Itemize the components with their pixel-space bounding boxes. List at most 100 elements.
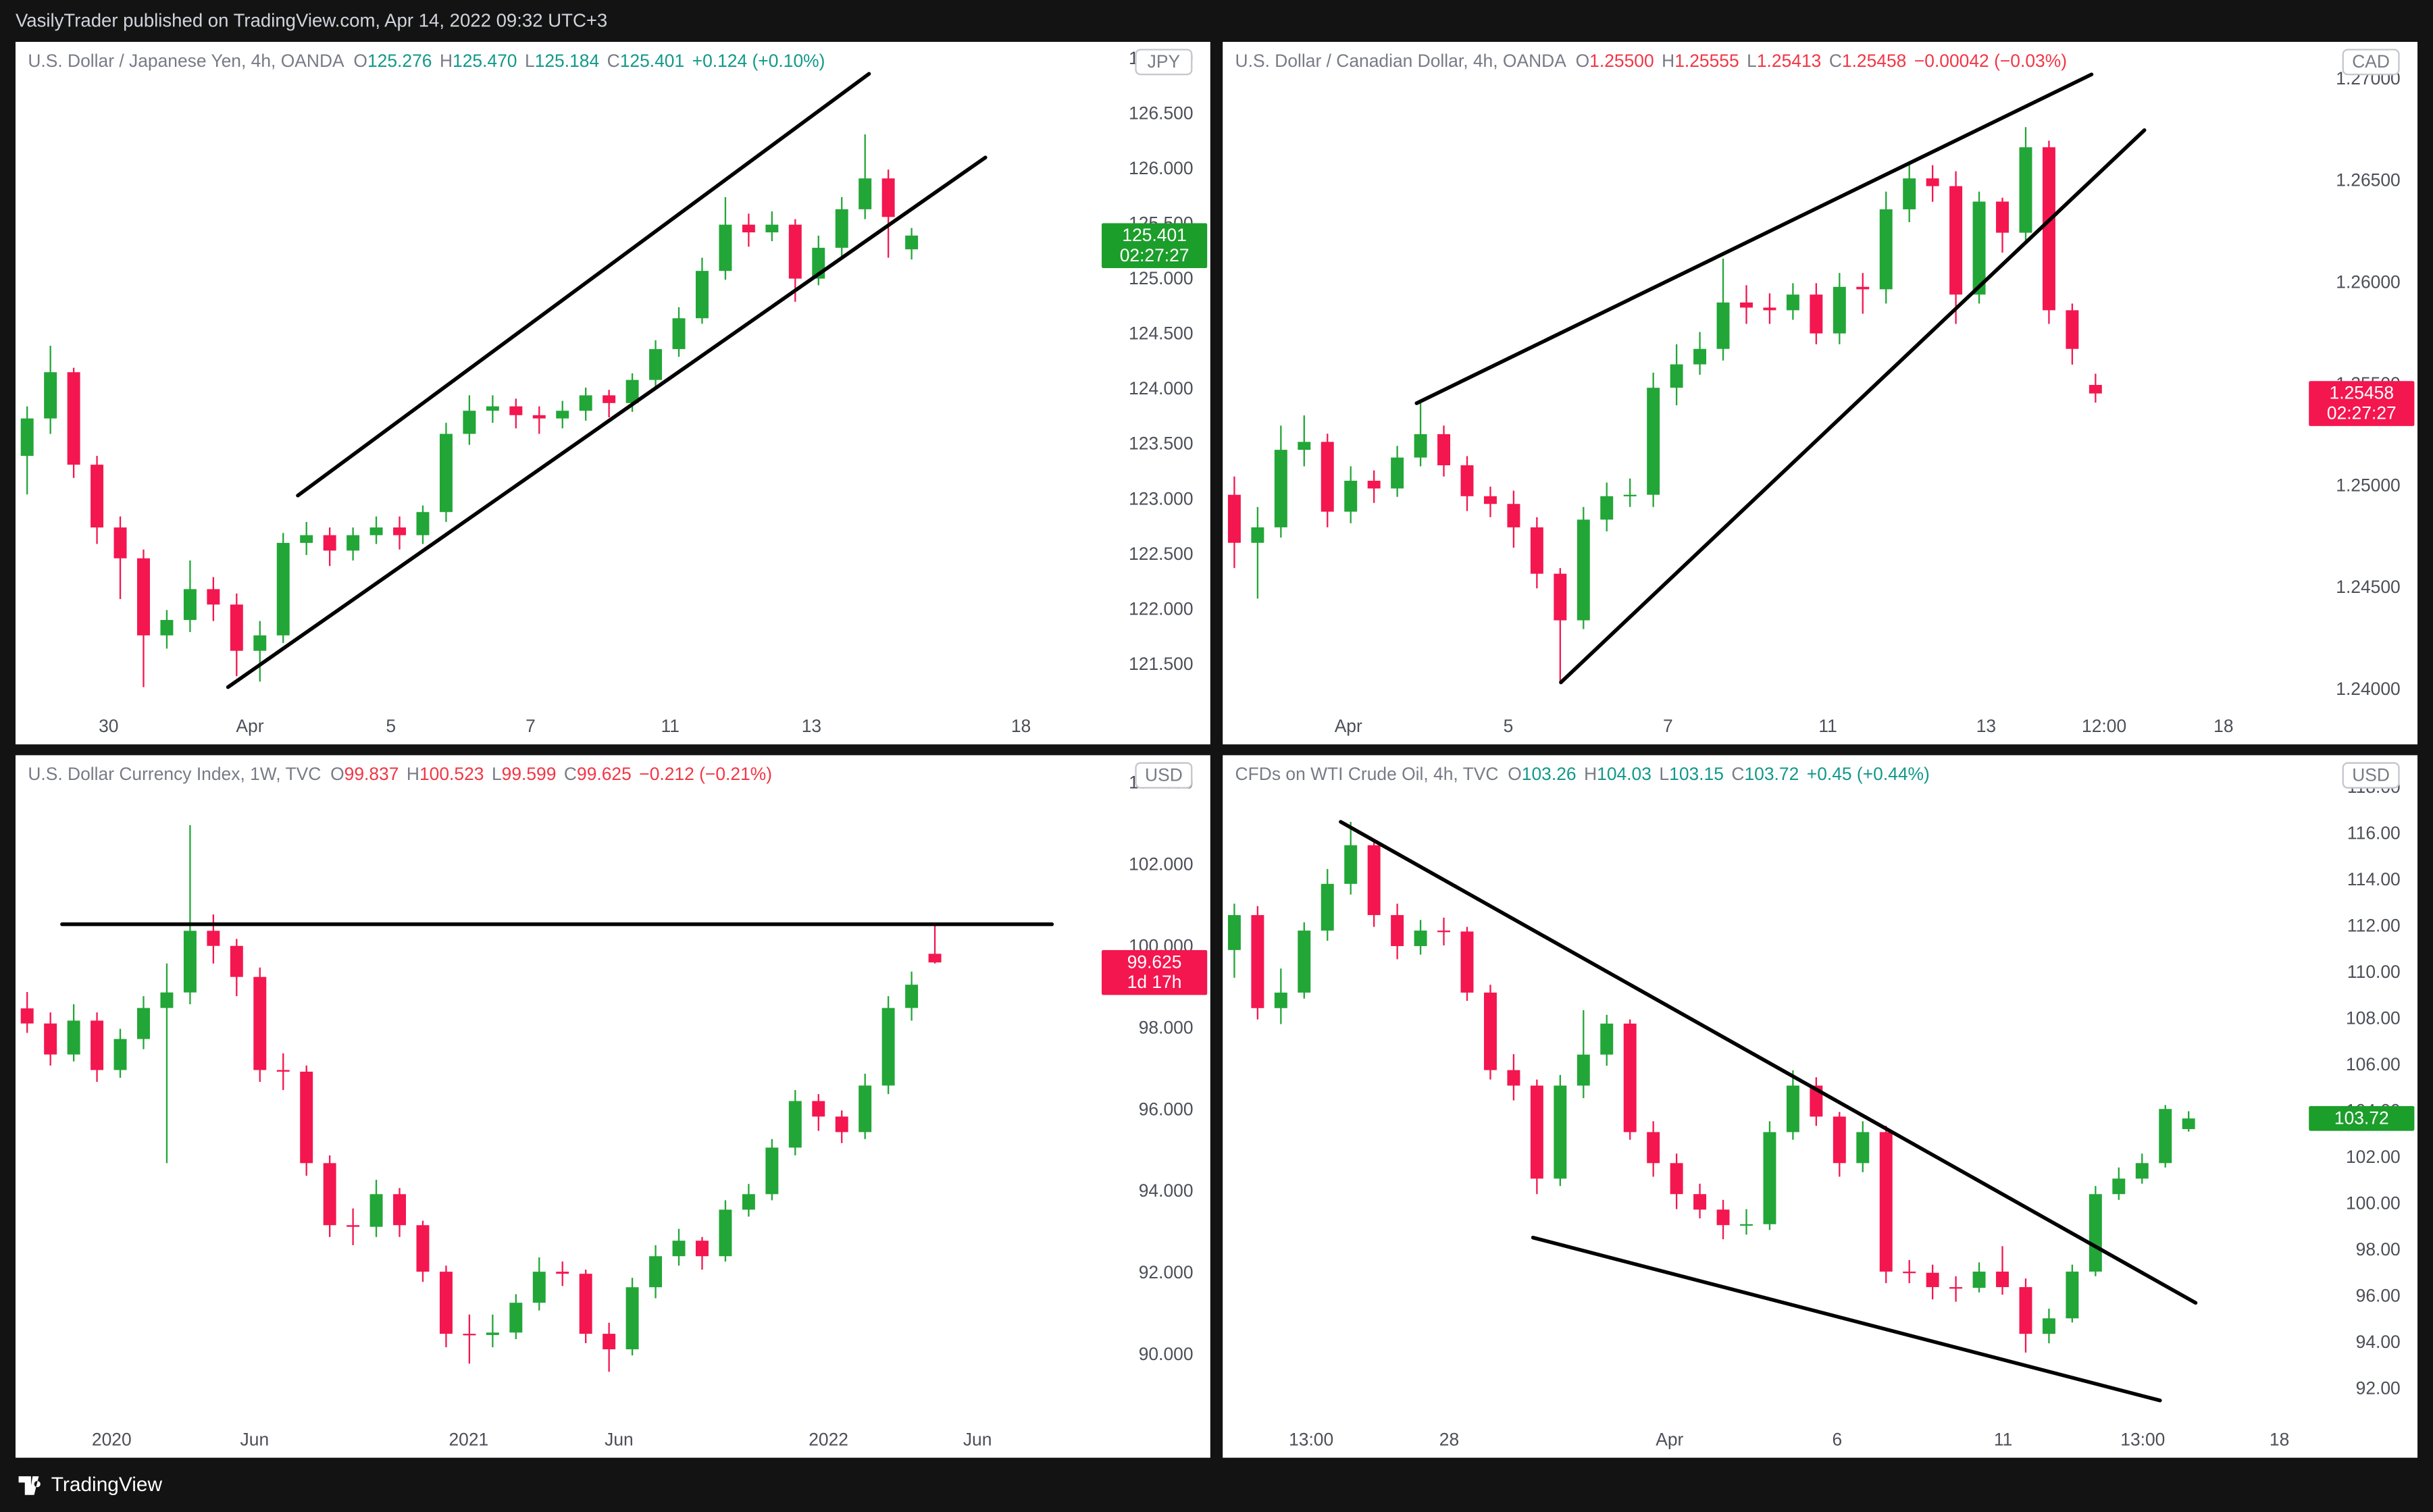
candle-body [835,1116,848,1132]
candle-body [1274,992,1287,1008]
candle-body [742,224,755,233]
panel-background [1223,42,2418,745]
candle-body [2089,1194,2102,1272]
legend-value: 125.470 [453,51,517,71]
candle-body [1227,915,1241,950]
legend-title: U.S. Dollar / Canadian Dollar, 4h, OANDA [1235,51,1567,71]
candle-body [323,1163,336,1226]
candle-body [532,415,546,419]
candle-body [603,395,616,403]
candle-body [300,535,313,543]
candle-body [463,1334,476,1336]
x-tick-label: 12:00 [2082,716,2126,736]
currency-label: CAD [2352,51,2390,72]
candle-body [1298,931,1311,993]
plot-area [20,825,1054,1372]
candle-body [463,411,476,434]
candle-body [881,1008,895,1086]
y-tick-label: 112.00 [2347,916,2401,936]
candle-body [1972,1272,1986,1288]
candle-body [835,209,848,248]
candle-body [1670,364,1683,388]
candle-body [1227,494,1241,543]
candle-body [509,1303,523,1333]
plot-area [1227,820,2198,1403]
candle-body [323,535,336,551]
candle-body [1251,915,1264,1008]
candle-body [183,589,197,621]
candle-body [1926,178,1939,186]
candle-body [347,535,360,551]
candle-body [1483,992,1497,1070]
legend-value: 103.72 [1744,764,1799,784]
candle-body [207,589,220,605]
candle-body [1321,442,1334,512]
candle-body [509,406,523,415]
x-tick-label: 18 [2213,716,2233,736]
legend-key: L [1747,51,1757,71]
countdown-label: 02:27:27 [1120,245,1189,265]
x-tick-label: Jun [240,1429,270,1449]
y-tick-label: 1.25000 [2336,475,2400,496]
candle-body [1810,1085,1823,1117]
y-tick-label: 90.000 [1139,1344,1194,1364]
candle-body [183,931,197,993]
y-tick-label: 96.000 [1139,1099,1194,1119]
y-tick-label: 125.000 [1129,268,1193,288]
y-tick-label: 124.500 [1129,323,1193,344]
y-tick-label: 94.00 [2356,1332,2401,1352]
candle-body [1693,1194,1707,1210]
candle-body [1344,480,1358,512]
candle-body [1391,915,1404,946]
candle-body [160,620,174,635]
candle-body [696,1241,709,1257]
legend-title: U.S. Dollar / Japanese Yen, 4h, OANDA [28,51,344,71]
x-tick-label: Jun [963,1429,992,1449]
y-tick-label: 100.00 [2346,1193,2401,1214]
candle-body [1344,845,1358,884]
candle-body [44,372,57,419]
y-tick-label: 102.00 [2346,1147,2401,1167]
legend-key: O [353,51,367,71]
last-price-tag [2309,1105,2415,1131]
x-tick-label: 6 [1833,1429,1843,1449]
y-tick-label: 98.000 [1139,1017,1194,1037]
y-tick-label: 96.00 [2356,1286,2401,1306]
candle-body [113,527,127,558]
candle-body [765,1147,779,1195]
candle-body [905,235,919,250]
x-tick-label: 7 [526,716,536,736]
legend-key: O [1576,51,1590,71]
candle-body [1996,201,2009,233]
candle-body [1716,1209,1730,1226]
legend-value: 100.523 [419,764,484,784]
candle-body [788,224,802,279]
candle-body [1623,494,1637,496]
x-tick-label: 11 [661,716,680,736]
currency-badge [1135,762,1193,789]
trend-line [1559,128,2147,685]
x-tick-label: 7 [1663,716,1673,736]
candle-body [393,527,407,536]
candle-body [603,1334,616,1350]
currency-badge [2342,762,2400,789]
candle-body [393,1194,407,1226]
y-tick-label: 122.000 [1129,598,1193,619]
legend-key: H [407,764,419,784]
candle-body [276,1070,290,1072]
x-tick-label: 28 [1439,1429,1459,1449]
candle-body [91,1020,104,1070]
y-tick-label: 1.24500 [2336,577,2400,597]
y-tick-label: 121.500 [1129,654,1193,674]
candle-body [1600,1023,1614,1055]
candle-body [1437,434,1451,465]
candle-body [742,1194,755,1210]
y-tick-label: 102.000 [1129,854,1193,875]
legend-value: 103.26 [1522,764,1577,784]
x-tick-label: 2022 [809,1429,848,1449]
legend: U.S. Dollar Currency Index, 1W, TVC O99.8… [28,764,772,784]
candle-body [1833,1116,1846,1164]
candle-body [1972,201,1986,295]
